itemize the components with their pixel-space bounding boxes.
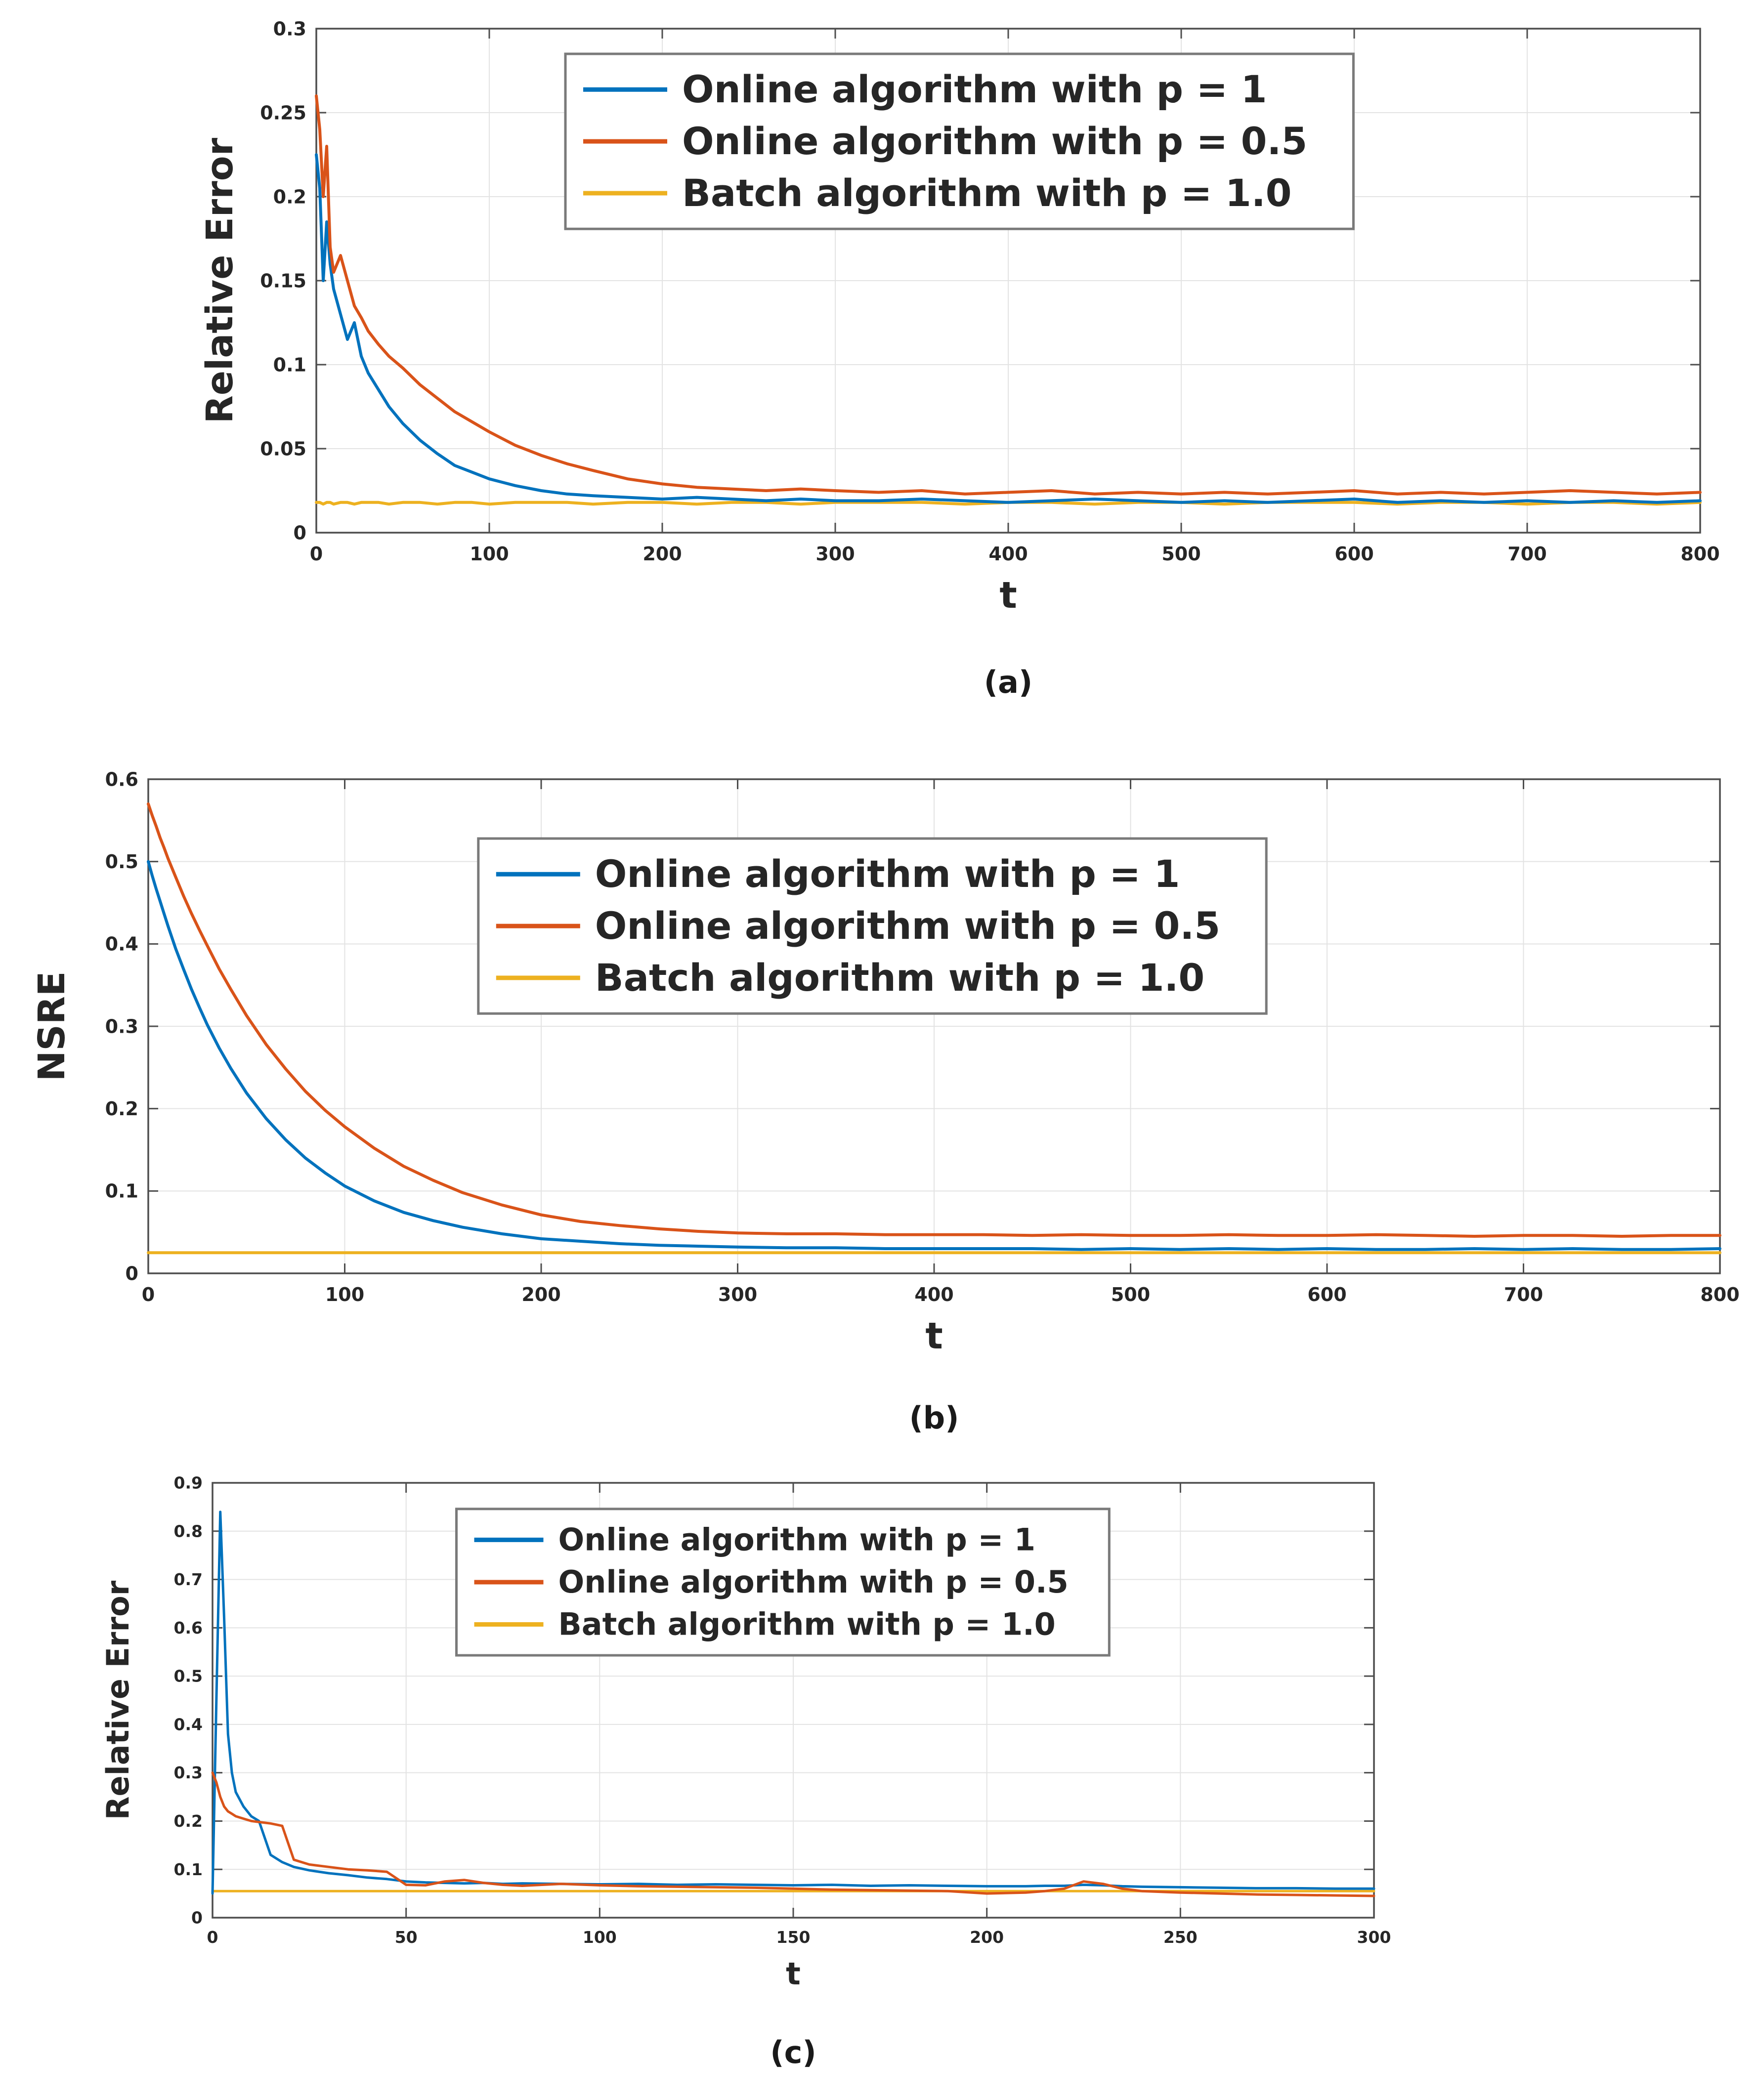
legend-label: Online algorithm with p = 1: [595, 852, 1180, 896]
y-tick-label: 0.5: [105, 851, 138, 873]
y-tick-label: 0.5: [174, 1667, 203, 1686]
x-tick-label: 100: [470, 543, 509, 565]
legend-box: [564, 52, 1355, 230]
x-tick-label: 600: [1334, 543, 1373, 565]
x-tick-label: 200: [970, 1928, 1004, 1947]
x-tick-label: 300: [815, 543, 855, 565]
y-tick-label: 0: [126, 1262, 138, 1284]
y-tick-label: 0.4: [105, 933, 138, 955]
y-tick-label: 0.2: [105, 1098, 138, 1120]
legend-label: Online algorithm with p = 1: [558, 1521, 1036, 1557]
y-tick-label: 0.05: [260, 438, 306, 460]
x-axis-label: t: [786, 1956, 801, 1992]
y-tick-label: 0.3: [273, 18, 306, 40]
series-line-yellow: [315, 501, 1702, 506]
y-tick-label: 0.9: [174, 1473, 203, 1493]
x-tick-label: 300: [718, 1284, 757, 1305]
y-tick-label: 0.4: [174, 1715, 203, 1734]
x-tick-label: 50: [395, 1928, 418, 1947]
series-line-red: [315, 94, 1702, 496]
chart-b: 0 100 200 300 400 500 600 700 800 0 0.1 0.2 0.3 0.4 0.…: [0, 755, 1758, 1436]
legend-label: Online algorithm with p = 0.5: [595, 904, 1220, 948]
x-axis-label: t: [925, 1315, 943, 1357]
x-tick-label: 100: [325, 1284, 364, 1305]
x-tick-label: 200: [643, 543, 682, 565]
chart-c-plot: 0 50 100 150 200 250 300 0 0.1 0.2 0.3 0.4 0.5 0.6 0.7…: [0, 1463, 1758, 2033]
x-tick-label: 150: [776, 1928, 811, 1947]
y-tick-label: 0.2: [273, 186, 306, 208]
x-tick-label: 300: [1357, 1928, 1391, 1947]
chart-b-svg: 0 100 200 300 400 500 600 700 800 0 0.1 0.2 0.3 0.4 0.…: [31, 768, 1740, 1357]
y-tick-label: 0.2: [174, 1811, 203, 1831]
x-tick-label: 250: [1163, 1928, 1198, 1947]
x-axis-label: t: [999, 574, 1017, 617]
y-tick-label: 0: [191, 1908, 203, 1928]
chart-c: 0 50 100 150 200 250 300 0 0.1 0.2 0.3 0.4 0.5 0.6 0.7…: [0, 1463, 1758, 2070]
y-tick-label: 0: [294, 522, 306, 544]
x-tick-label: 0: [310, 543, 323, 565]
y-tick-label: 0.15: [260, 270, 306, 292]
x-tick-label: 200: [521, 1284, 560, 1305]
y-tick-label: 0.6: [174, 1618, 203, 1638]
series-line-blue: [147, 860, 1721, 1251]
chart-a: 0 100 200 300 400 500 600 700 800 0 0.05 0.1 0.15 0.2…: [0, 4, 1758, 700]
x-tick-label: 100: [583, 1928, 617, 1947]
legend-box: [477, 837, 1268, 1015]
figure-page: 0 100 200 300 400 500 600 700 800 0 0.05 0.1 0.15 0.2…: [0, 4, 1758, 2100]
y-axis-label: Relative Error: [199, 137, 241, 423]
x-tick-label: 800: [1680, 543, 1719, 565]
legend-box: [455, 1508, 1111, 1657]
y-axis-label: Relative Error: [100, 1580, 136, 1820]
x-tick-label: 0: [207, 1928, 218, 1947]
chart-b-caption: (b): [909, 1400, 959, 1436]
legend-label: Online algorithm with p = 1: [682, 67, 1267, 111]
x-tick-label: 700: [1504, 1284, 1543, 1305]
chart-b-plot: 0 100 200 300 400 500 600 700 800 0 0.1 0.2 0.3 0.4 0.…: [0, 755, 1758, 1399]
legend: Online algorithm with p = 1 Online algori…: [455, 1508, 1111, 1657]
x-tick-label: 500: [1161, 543, 1201, 565]
legend-label: Batch algorithm with p = 1.0: [682, 171, 1292, 215]
legend-label: Batch algorithm with p = 1.0: [595, 956, 1205, 1000]
chart-a-plot: 0 100 200 300 400 500 600 700 800 0 0.05 0.1 0.15 0.2…: [0, 4, 1758, 663]
y-tick-label: 0.8: [174, 1521, 203, 1541]
series-line-red: [211, 1771, 1375, 1897]
series-line-blue: [315, 153, 1702, 504]
legend-label: Batch algorithm with p = 1.0: [558, 1606, 1056, 1642]
x-tick-label: 0: [142, 1284, 155, 1305]
y-tick-label: 0.6: [105, 768, 138, 790]
y-tick-label: 0.25: [260, 102, 306, 124]
y-axis-label: NSRE: [31, 971, 73, 1082]
y-tick-label: 0.1: [105, 1180, 138, 1202]
x-tick-label: 400: [988, 543, 1028, 565]
x-tick-label: 400: [914, 1284, 953, 1305]
chart-c-caption: (c): [770, 2034, 816, 2070]
y-tick-label: 0.3: [105, 1015, 138, 1037]
x-tick-label: 800: [1700, 1284, 1739, 1305]
y-tick-label: 0.7: [174, 1570, 203, 1589]
x-tick-label: 600: [1307, 1284, 1346, 1305]
series-line-red: [147, 802, 1721, 1238]
x-tick-label: 500: [1111, 1284, 1150, 1305]
y-tick-label: 0.1: [273, 354, 306, 376]
legend-label: Online algorithm with p = 0.5: [558, 1564, 1069, 1600]
y-tick-label: 0.1: [174, 1860, 203, 1879]
y-tick-label: 0.3: [174, 1763, 203, 1782]
legend: Online algorithm with p = 1 Online algori…: [477, 837, 1268, 1015]
chart-a-caption: (a): [984, 664, 1033, 700]
legend-label: Online algorithm with p = 0.5: [682, 119, 1307, 163]
legend: Online algorithm with p = 1 Online algori…: [564, 52, 1355, 230]
chart-a-svg: 0 100 200 300 400 500 600 700 800 0 0.05 0.1 0.15 0.2…: [199, 18, 1720, 617]
x-tick-label: 700: [1507, 543, 1546, 565]
chart-c-svg: 0 50 100 150 200 250 300 0 0.1 0.2 0.3 0.4 0.5 0.6 0.7…: [100, 1473, 1391, 1992]
